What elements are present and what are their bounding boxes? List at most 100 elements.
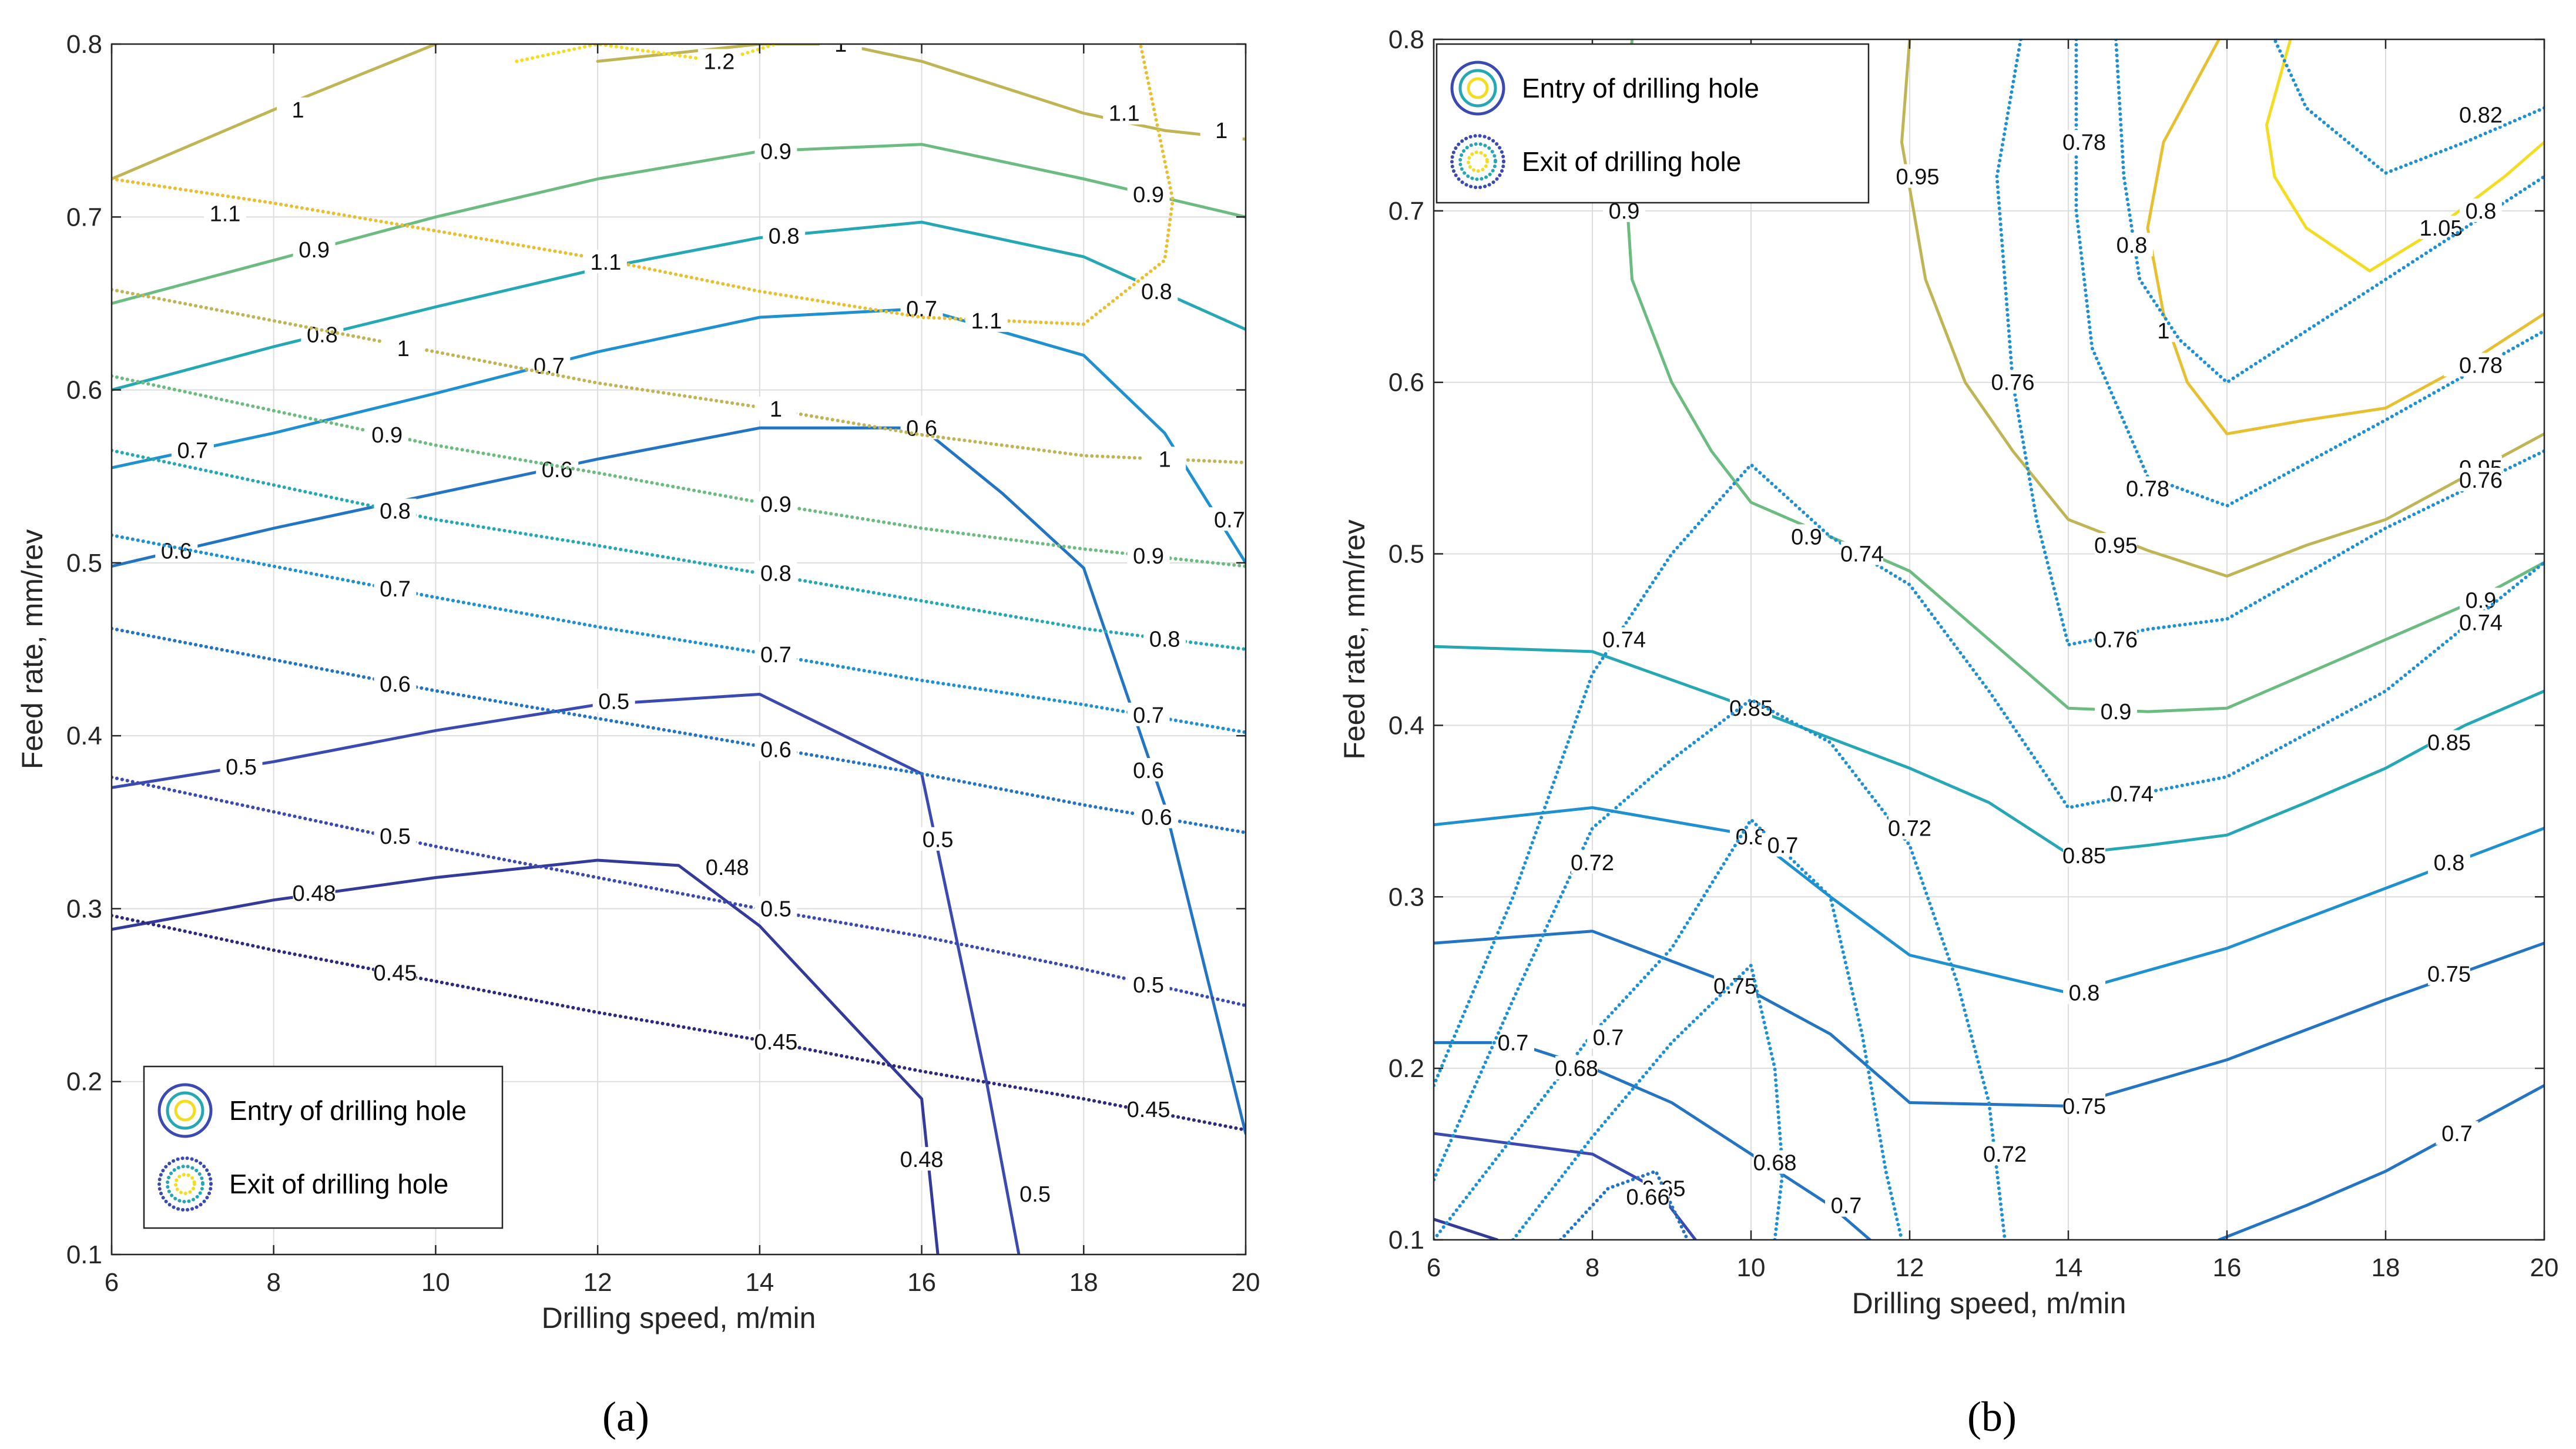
x-tick-label: 18: [1069, 1268, 1098, 1297]
exit-contour-line: [112, 44, 1175, 326]
y-axis-title: Feed rate, mm/rev: [1338, 519, 1371, 759]
dotted-contour-icon: [157, 1156, 213, 1212]
contour-label: 0.9: [2101, 700, 2132, 724]
panel-caption: (a): [602, 1393, 649, 1440]
x-tick-label: 16: [907, 1268, 936, 1297]
contour-label: 0.7: [177, 439, 208, 464]
contour-label: 0.8: [380, 499, 411, 524]
exit-contour-line: [1559, 1169, 1689, 1240]
contour-label: 0.85: [2062, 844, 2106, 868]
legend-label: Entry of drilling hole: [229, 1095, 467, 1126]
contour-label-bg: [584, 249, 627, 273]
contour-label: 0.7: [2441, 1122, 2473, 1146]
contour-label-bg: [293, 880, 336, 904]
exit-contour-line: [2114, 39, 2544, 384]
contour-label-bg: [2460, 102, 2502, 126]
y-tick-label: 0.1: [66, 1240, 102, 1269]
contour-label: 0.95: [1896, 165, 1940, 189]
contour-label: 0.8: [2466, 199, 2497, 224]
contour-label: 0.6: [1141, 805, 1172, 830]
contour-label-bg: [2460, 468, 2502, 492]
contour-label: 1.1: [591, 250, 622, 275]
x-axis-title: Drilling speed, m/min: [542, 1302, 816, 1334]
contour-label: 0.7: [1214, 508, 1245, 532]
x-tick-label: 14: [745, 1268, 774, 1297]
contour-label: 0.8: [1149, 627, 1180, 652]
legend-box: [143, 1065, 504, 1229]
solid-contour-icon: [1450, 61, 1505, 116]
entry-contour-line: [1434, 806, 2544, 995]
x-tick-label: 10: [421, 1268, 450, 1297]
y-tick-label: 0.5: [1388, 540, 1424, 569]
exit-contour-line: [112, 448, 1246, 651]
panel-a: 1 1 1 0.9 0.9 0.9 0.8 0.8 0.8 0.7 0.7 0.7 0.7 0.6 0.6 0…: [16, 30, 1260, 1440]
contour-label: 0.74: [1840, 542, 1884, 567]
dotted-contour-icon: [1450, 134, 1505, 189]
y-tick-label: 0.7: [66, 203, 102, 232]
contour-label: 0.7: [380, 577, 411, 602]
contour-label-bg: [2460, 610, 2502, 634]
contour-lines: 1.05110.950.950.950.90.90.90.90.850.850.…: [1434, 39, 2544, 1240]
contour-label-bg: [2460, 353, 2502, 377]
contour-label: 0.74: [1602, 628, 1646, 653]
contour-label-bg: [2460, 588, 2502, 612]
contour-label: 1: [834, 32, 847, 57]
x-tick-label: 8: [266, 1268, 280, 1297]
contour-label-bg: [204, 201, 246, 225]
contour-label: 0.78: [2459, 354, 2503, 378]
contour-label-bg: [2095, 627, 2137, 651]
contour-label: 0.76: [1991, 371, 2035, 395]
contour-label: 1: [1159, 447, 1171, 472]
contour-label-bg: [592, 689, 635, 713]
contour-label-bg: [277, 97, 320, 121]
contour-label: 1: [1215, 119, 1227, 143]
contour-label-bg: [1127, 972, 1170, 996]
contour-label-bg: [2095, 532, 2137, 556]
y-tick-label: 0.2: [66, 1068, 102, 1096]
contour-label-bg: [374, 823, 417, 847]
contour-label: 0.8: [2069, 981, 2100, 1006]
contour-label-bg: [754, 396, 797, 420]
contour-label: 1: [292, 98, 304, 123]
contour-label-bg: [2063, 130, 2105, 154]
contour-label-bg: [917, 827, 960, 851]
contour-label: 0.5: [760, 897, 791, 921]
legend: Entry of drilling hole Exit of drilling h…: [1435, 43, 1870, 204]
exit-contour-line: [515, 44, 778, 63]
contour-label-bg: [754, 139, 797, 163]
contour-label-bg: [706, 854, 749, 878]
contour-label-bg: [374, 498, 417, 522]
contour-label: 0.45: [374, 961, 417, 985]
contour-label-bg: [2111, 781, 2153, 806]
x-tick-label: 14: [2054, 1253, 2083, 1282]
contour-label-bg: [2420, 216, 2463, 240]
contour-label: 0.6: [1133, 759, 1164, 783]
contour-label: 0.45: [754, 1030, 797, 1055]
contour-label: 0.48: [293, 881, 336, 906]
contour-label-bg: [1135, 804, 1178, 829]
x-tick-label: 18: [2372, 1253, 2400, 1282]
contour-label: 0.6: [542, 458, 573, 482]
entry-contour-line: [1434, 1217, 1499, 1240]
contour-label-bg: [1135, 279, 1178, 303]
panel-caption: (b): [1967, 1393, 2017, 1440]
exit-contour-line: [1434, 697, 2007, 1240]
y-tick-label: 0.1: [1388, 1226, 1424, 1255]
contour-label: 0.75: [2062, 1094, 2106, 1119]
x-tick-label: 8: [1585, 1253, 1599, 1282]
entry-contour-line: [112, 44, 762, 180]
contour-label-bg: [1626, 1185, 1669, 1209]
x-tick-label: 20: [2530, 1253, 2559, 1282]
contour-label: 1.05: [2420, 216, 2463, 241]
contour-label-bg: [2436, 1121, 2478, 1145]
contour-label-bg: [1587, 1025, 1629, 1049]
contour-label-bg: [1555, 1056, 1598, 1080]
contour-label: 0.8: [2117, 233, 2148, 258]
x-tick-label: 12: [583, 1268, 612, 1297]
y-tick-label: 0.8: [1388, 25, 1424, 54]
contour-label: 0.72: [1983, 1142, 2027, 1167]
y-tick-label: 0.6: [1388, 368, 1424, 397]
contour-label: 0.72: [1888, 817, 1931, 841]
contour-label: 0.78: [2126, 477, 2169, 502]
